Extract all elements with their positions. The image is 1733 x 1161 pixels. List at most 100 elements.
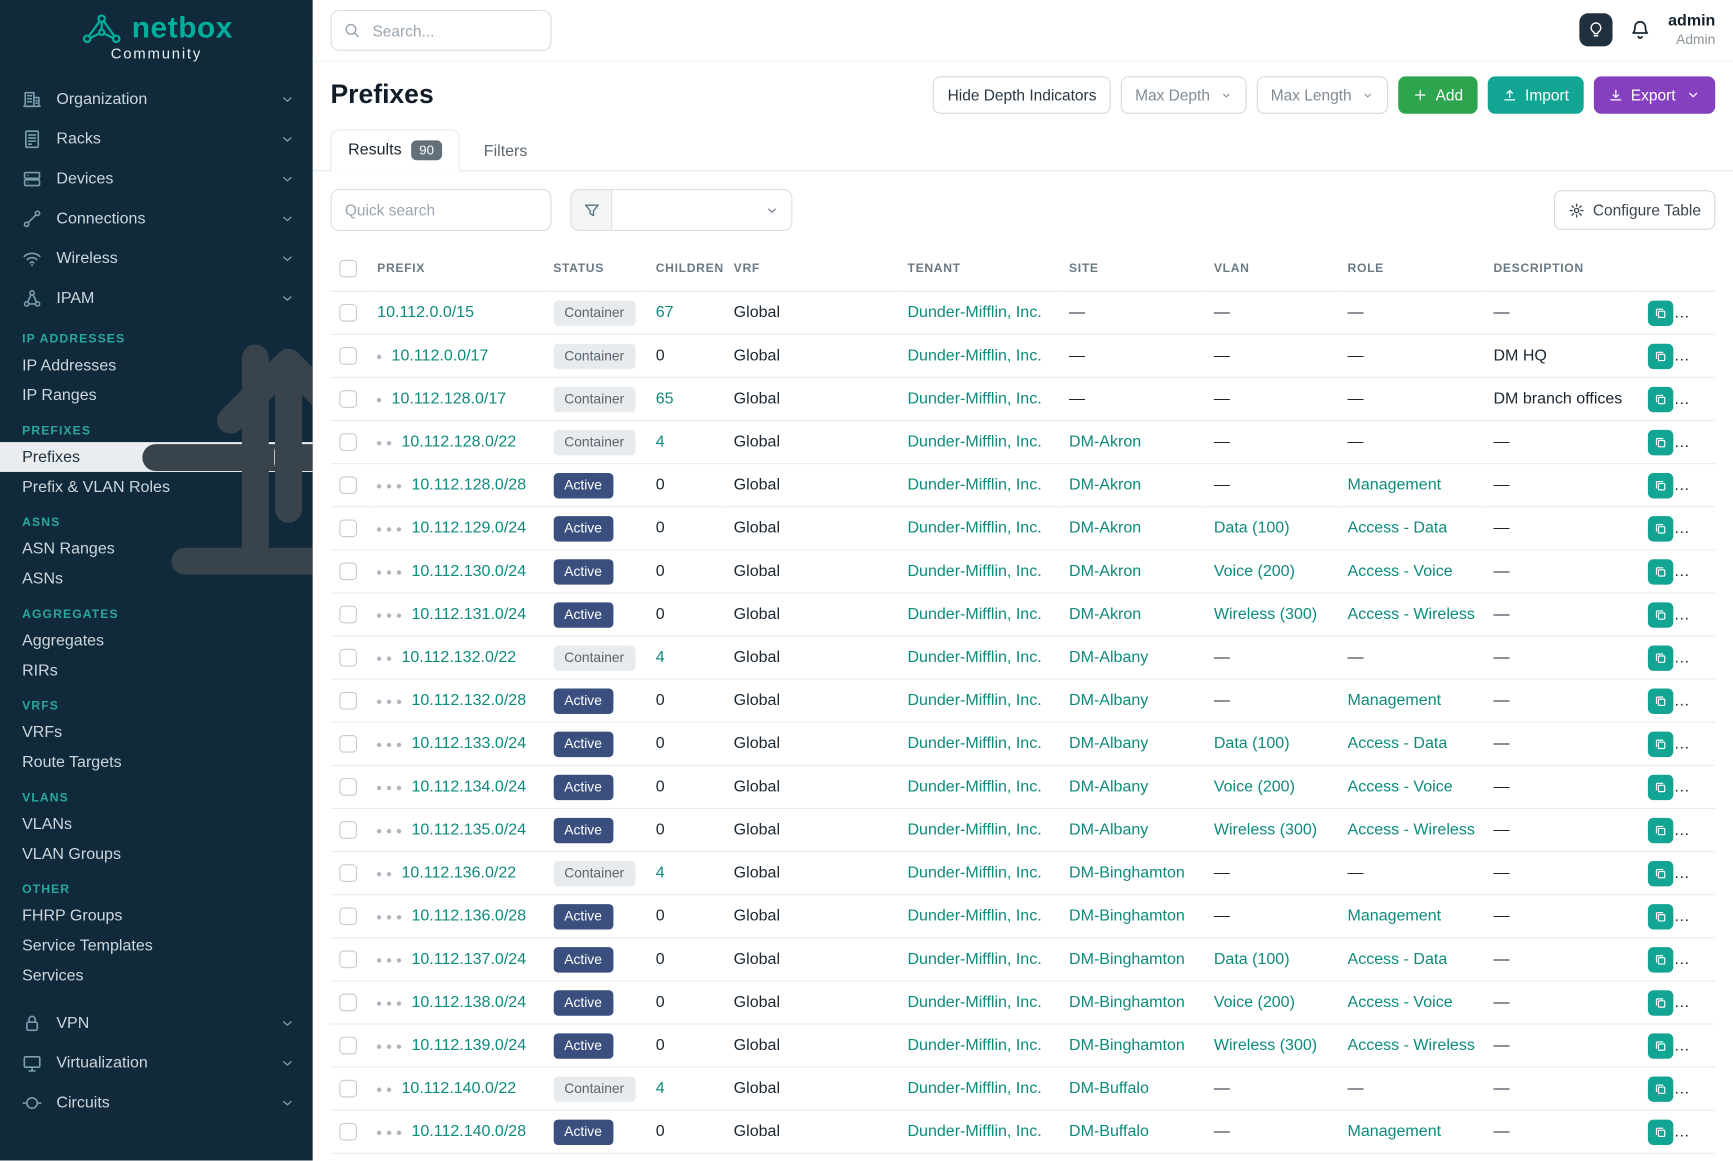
sidebar-item-services[interactable]: Services — [0, 960, 313, 990]
sidebar-item-asns[interactable]: ASNs — [0, 564, 313, 594]
tenant-link[interactable]: Dunder-Mifflin, Inc. — [907, 994, 1042, 1012]
prefix-link[interactable]: 10.112.0.0/17 — [391, 347, 489, 366]
site-link[interactable]: DM-Akron — [1069, 519, 1142, 538]
site-link[interactable]: DM-Albany — [1069, 692, 1149, 710]
copy-button[interactable] — [1648, 817, 1674, 844]
column-header-vrf[interactable]: VRF — [724, 246, 899, 293]
sidebar-item-prefix-vlan-roles[interactable]: Prefix & VLAN Roles — [0, 472, 313, 502]
saved-filter-select[interactable] — [612, 189, 793, 232]
role-link[interactable]: Access - Voice — [1347, 994, 1453, 1012]
sidebar-item-ip-addresses[interactable]: IP Addresses — [0, 350, 313, 380]
tenant-link[interactable]: Dunder-Mifflin, Inc. — [907, 433, 1042, 452]
site-link[interactable]: DM-Binghamton — [1069, 994, 1185, 1012]
sidebar-item-route-targets[interactable]: Route Targets — [0, 747, 313, 777]
tab-filters[interactable]: Filters — [466, 132, 545, 172]
row-checkbox[interactable] — [339, 994, 357, 1012]
row-checkbox[interactable] — [339, 519, 357, 538]
role-link[interactable]: Access - Data — [1347, 735, 1448, 754]
copy-button[interactable] — [1648, 1076, 1674, 1102]
bell-icon[interactable] — [1629, 19, 1651, 41]
theme-toggle-button[interactable] — [1579, 13, 1613, 47]
tenant-link[interactable]: Dunder-Mifflin, Inc. — [907, 519, 1042, 538]
tenant-link[interactable]: Dunder-Mifflin, Inc. — [907, 1080, 1042, 1098]
site-link[interactable]: DM-Albany — [1069, 821, 1149, 840]
role-link[interactable]: Access - Wireless — [1347, 1037, 1475, 1055]
edit-button[interactable] — [1680, 860, 1706, 887]
edit-dropdown-toggle[interactable] — [1705, 947, 1716, 973]
role-link[interactable]: Management — [1347, 476, 1442, 495]
column-header-prefix[interactable]: PREFIX — [368, 246, 545, 293]
site-link[interactable]: DM-Binghamton — [1069, 864, 1185, 883]
copy-button[interactable] — [1648, 774, 1674, 801]
sidebar-item-vrfs[interactable]: VRFs — [0, 717, 313, 747]
tenant-link[interactable]: Dunder-Mifflin, Inc. — [907, 907, 1042, 926]
site-link[interactable]: DM-Akron — [1069, 433, 1142, 452]
row-checkbox[interactable] — [339, 562, 357, 581]
prefix-link[interactable]: 10.112.140.0/28 — [411, 1123, 527, 1142]
children-link[interactable]: 4 — [655, 1080, 665, 1098]
edit-button[interactable] — [1680, 386, 1706, 413]
role-link[interactable]: Access - Voice — [1347, 778, 1453, 797]
tenant-link[interactable]: Dunder-Mifflin, Inc. — [907, 821, 1042, 840]
role-link[interactable]: Access - Data — [1347, 519, 1448, 538]
sidebar-item-aggregates[interactable]: Aggregates — [0, 626, 313, 656]
copy-button[interactable] — [1648, 990, 1674, 1016]
role-link[interactable]: Access - Voice — [1347, 562, 1453, 581]
row-checkbox[interactable] — [339, 1080, 357, 1098]
edit-button[interactable] — [1680, 1076, 1706, 1102]
prefix-link[interactable]: 10.112.134.0/24 — [411, 778, 527, 797]
prefix-link[interactable]: 10.112.133.0/24 — [411, 735, 527, 754]
user-menu[interactable]: admin Admin — [1668, 12, 1715, 48]
copy-button[interactable] — [1648, 645, 1674, 671]
site-link[interactable]: DM-Buffalo — [1069, 1123, 1149, 1142]
tenant-link[interactable]: Dunder-Mifflin, Inc. — [907, 562, 1042, 581]
sidebar-item-prefixes[interactable]: Prefixes — [0, 344, 313, 575]
sidebar-item-fhrp-groups[interactable]: FHRP Groups — [0, 901, 313, 931]
edit-dropdown-toggle[interactable] — [1705, 300, 1716, 326]
row-checkbox[interactable] — [339, 476, 357, 495]
copy-button[interactable] — [1648, 343, 1674, 370]
tenant-link[interactable]: Dunder-Mifflin, Inc. — [907, 606, 1042, 624]
prefix-link[interactable]: 10.112.139.0/24 — [411, 1037, 527, 1055]
copy-button[interactable] — [1648, 947, 1674, 973]
site-link[interactable]: DM-Albany — [1069, 649, 1149, 667]
row-checkbox[interactable] — [339, 907, 357, 926]
edit-button[interactable] — [1680, 1033, 1706, 1059]
edit-button[interactable] — [1680, 516, 1706, 542]
edit-button[interactable] — [1680, 602, 1706, 628]
row-checkbox[interactable] — [339, 304, 357, 323]
prefix-link[interactable]: 10.112.128.0/22 — [401, 433, 517, 452]
edit-button[interactable] — [1680, 472, 1706, 499]
role-link[interactable]: Management — [1347, 692, 1442, 710]
tenant-link[interactable]: Dunder-Mifflin, Inc. — [907, 864, 1042, 883]
edit-dropdown-toggle[interactable] — [1705, 472, 1716, 499]
sidebar-item-organization[interactable]: Organization — [0, 80, 313, 120]
copy-button[interactable] — [1648, 386, 1674, 413]
site-link[interactable]: DM-Akron — [1069, 606, 1142, 624]
column-header-vlan[interactable]: VLAN — [1204, 246, 1339, 293]
tab-results[interactable]: Results 90 — [330, 129, 460, 172]
vlan-link[interactable]: Wireless (300) — [1213, 1037, 1318, 1055]
site-link[interactable]: DM-Albany — [1069, 778, 1149, 797]
global-search-input[interactable] — [370, 20, 539, 41]
column-header-status[interactable]: STATUS — [544, 246, 647, 293]
tenant-link[interactable]: Dunder-Mifflin, Inc. — [907, 950, 1042, 969]
edit-button[interactable] — [1680, 559, 1706, 585]
column-header-site[interactable]: SITE — [1060, 246, 1205, 293]
children-link[interactable]: 65 — [655, 390, 674, 409]
row-checkbox[interactable] — [339, 821, 357, 840]
edit-dropdown-toggle[interactable] — [1705, 731, 1716, 757]
max-length-dropdown[interactable]: Max Length — [1256, 76, 1389, 114]
prefix-link[interactable]: 10.112.0.0/15 — [377, 304, 475, 323]
configure-table-button[interactable]: Configure Table — [1554, 190, 1716, 231]
copy-button[interactable] — [1648, 559, 1674, 585]
sidebar-item-vpn[interactable]: VPN — [0, 1004, 313, 1044]
row-checkbox[interactable] — [339, 950, 357, 969]
sidebar-item-service-templates[interactable]: Service Templates — [0, 931, 313, 961]
vlan-link[interactable]: Data (100) — [1213, 735, 1290, 754]
row-checkbox[interactable] — [339, 692, 357, 710]
vlan-link[interactable]: Voice (200) — [1213, 562, 1295, 581]
edit-button[interactable] — [1680, 947, 1706, 973]
site-link[interactable]: DM-Albany — [1069, 735, 1149, 754]
edit-button[interactable] — [1680, 774, 1706, 801]
